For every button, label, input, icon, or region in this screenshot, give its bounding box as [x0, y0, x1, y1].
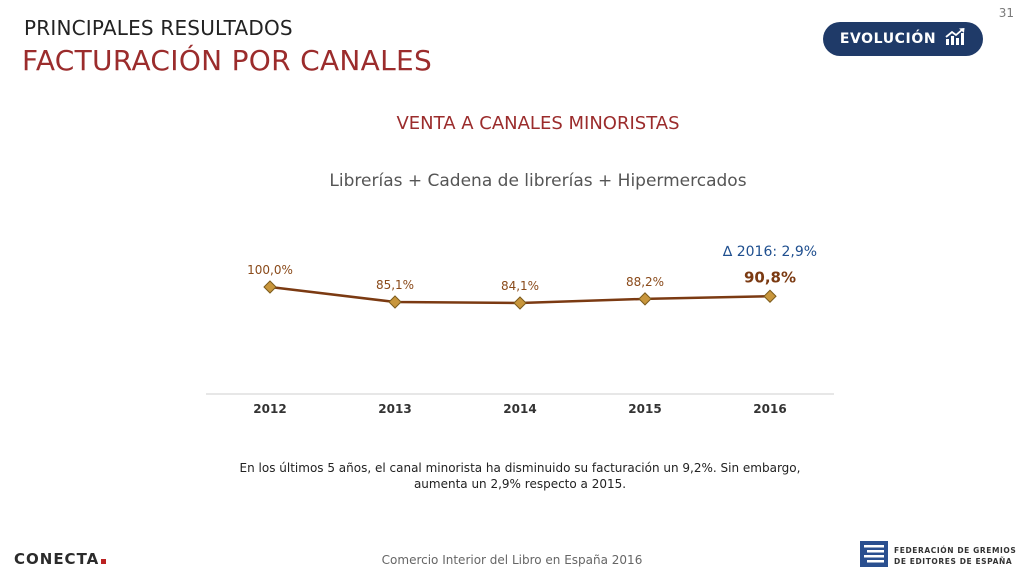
data-point: [263, 280, 277, 294]
data-label: 85,1%: [376, 278, 414, 292]
fgee-logo: FEDERACIÓN DE GREMIOS DE EDITORES DE ESP…: [860, 541, 1016, 571]
evolucion-label: EVOLUCIÓN: [839, 31, 937, 47]
source-caption: Comercio Interior del Libro en España 20…: [381, 553, 643, 567]
footnote-line-1: En los últimos 5 años, el canal minorist…: [239, 461, 801, 475]
fgee-emblem-icon: [860, 541, 888, 571]
x-tick-label: 2016: [753, 402, 786, 416]
section-title: PRINCIPALES RESULTADOS: [24, 16, 293, 40]
x-tick-label: 2015: [628, 402, 661, 416]
chart-title: VENTA A CANALES MINORISTAS: [396, 113, 680, 134]
data-label: 100,0%: [247, 263, 293, 277]
footnote-line-2: aumenta un 2,9% respecto a 2015.: [413, 477, 627, 491]
delta-annotation: ∆ 2016: 2,9%: [722, 244, 817, 260]
data-point: [388, 295, 402, 309]
data-point: [763, 289, 777, 303]
trend-up-icon: [944, 27, 966, 51]
x-tick-label: 2014: [503, 402, 536, 416]
evolucion-button[interactable]: EVOLUCIÓN: [823, 22, 983, 56]
data-label: 90,8%: [744, 268, 796, 286]
footnote: En los últimos 5 años, el canal minorist…: [220, 460, 820, 492]
data-label: 88,2%: [626, 275, 664, 289]
chart-subtitle: Librerías + Cadena de librerías + Hiperm…: [329, 171, 747, 191]
data-point: [638, 292, 652, 306]
conecta-logo: CONECTA: [14, 550, 107, 568]
data-point: [513, 296, 527, 310]
data-label: 84,1%: [501, 279, 539, 293]
x-tick-label: 2012: [253, 402, 286, 416]
page-title: FACTURACIÓN POR CANALES: [22, 44, 433, 77]
x-tick-label: 2013: [378, 402, 411, 416]
page-number: 31: [998, 6, 1014, 20]
